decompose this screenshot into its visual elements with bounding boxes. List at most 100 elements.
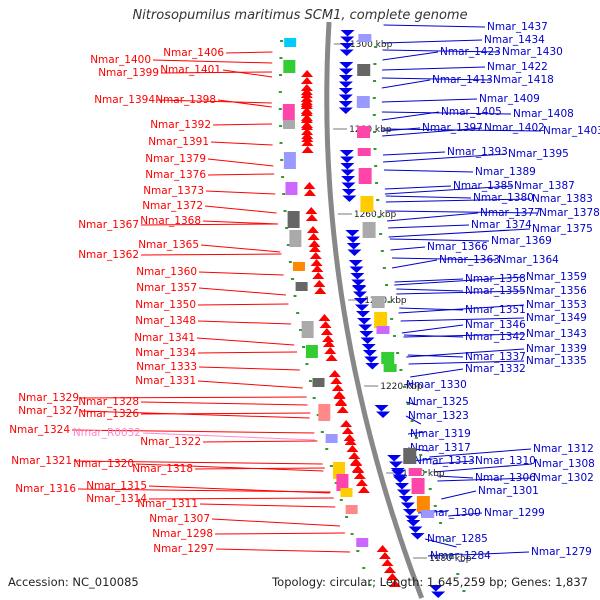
gene-arrow-reverse: [428, 585, 443, 592]
gene-arrow-reverse: [338, 101, 353, 108]
gene-arrow-forward: [301, 128, 314, 135]
accession-text: Accession: NC_010085: [8, 575, 139, 589]
left-label-connector: [197, 380, 303, 389]
right-label-connector: [384, 185, 452, 190]
gene-label-left: Nmar_1365: [138, 239, 199, 251]
right-label-connector: [408, 360, 525, 365]
minor-tick-left: [278, 108, 282, 110]
gene-box: [358, 34, 372, 42]
gene-arrow-reverse: [361, 344, 376, 351]
gene-arrow-forward: [314, 287, 327, 294]
gene-label-right: Nmar_1353: [526, 299, 587, 311]
left-label-connector: [210, 141, 273, 146]
minor-tick-right: [406, 403, 410, 405]
gene-arrow-reverse: [406, 520, 421, 527]
gene-arrow-reverse: [347, 249, 362, 256]
minor-tick-left: [280, 159, 284, 161]
gene-label-left: Nmar_1326: [78, 408, 139, 420]
gene-label-left: Nmar_1311: [137, 498, 198, 510]
gene-box: [282, 104, 295, 121]
gene-arrow-reverse: [345, 230, 360, 237]
minor-tick-left: [281, 176, 285, 178]
gene-arrow-reverse: [395, 483, 410, 490]
gene-box: [411, 478, 425, 494]
gene-label-right: Nmar_1339: [526, 343, 587, 355]
minor-tick-left: [339, 499, 343, 501]
left-label-connector: [198, 366, 300, 371]
minor-tick-left: [362, 567, 366, 569]
gene-label-right: Nmar_1300: [420, 507, 481, 519]
gene-label-right: Nmar_1335: [526, 355, 587, 367]
gene-label-left: Nmar_1298: [152, 528, 213, 540]
gene-arrow-reverse: [398, 496, 413, 503]
gene-arrow-reverse: [387, 455, 402, 462]
gene-box: [301, 321, 314, 338]
minor-tick-left: [278, 91, 282, 93]
left-label-connector: [140, 412, 311, 415]
gene-arrow-reverse: [357, 318, 372, 325]
gene-label-right: Nmar_1332: [465, 363, 526, 375]
gene-label-right: Nmar_1405: [441, 106, 502, 118]
gene-label-left: Nmar_1334: [135, 347, 196, 359]
gene-label-left: Nmar_1321: [11, 455, 72, 467]
gene-label-right: Nmar_1395: [508, 148, 569, 160]
minor-tick-left: [279, 125, 283, 127]
gene-arrow-forward: [328, 370, 341, 377]
right-label-connector: [461, 551, 530, 556]
left-label-connector: [198, 271, 284, 276]
left-label-connector: [207, 158, 274, 167]
gene-arrow-reverse: [359, 331, 374, 338]
gene-label-right: Nmar_1301: [478, 485, 539, 497]
right-label-connector: [381, 111, 440, 121]
right-label-connector: [400, 317, 525, 322]
gene-arrow-reverse: [362, 350, 377, 357]
right-label-connector: [427, 553, 463, 557]
minor-tick-left: [279, 57, 283, 59]
minor-tick-right: [428, 488, 432, 490]
left-label-connector: [140, 253, 282, 256]
kbp-label: 1180 kbp: [429, 554, 472, 564]
gene-label-left: Nmar_1372: [142, 200, 203, 212]
gene-box: [408, 468, 422, 476]
gene-label-right: Nmar_1342: [465, 331, 526, 343]
gene-arrow-forward: [300, 100, 313, 107]
gene-label-right: Nmar_1366: [427, 241, 488, 253]
gene-arrow-forward: [381, 559, 394, 566]
gene-label-left: Nmar_1406: [163, 47, 224, 59]
gene-label-right: Nmar_1337: [465, 351, 526, 363]
right-label-connector: [382, 127, 483, 137]
right-label-connector: [392, 257, 497, 261]
right-label-connector: [381, 77, 492, 81]
gene-label-right: Nmar_1346: [465, 319, 526, 331]
left-label-connector: [196, 337, 295, 346]
minor-tick-right: [385, 284, 389, 286]
gene-arrow-reverse: [355, 311, 370, 318]
right-label-connector: [385, 195, 472, 199]
gene-arrow-forward: [376, 545, 389, 552]
minor-tick-right: [376, 199, 380, 201]
gene-arrow-forward: [324, 347, 337, 354]
gene-label-left: Nmar_1373: [143, 185, 204, 197]
gene-box: [282, 120, 295, 129]
gene-box: [292, 262, 305, 271]
gene-arrow-reverse: [396, 489, 411, 496]
gene-arrow-reverse: [374, 405, 389, 412]
gene-arrow-forward: [301, 132, 314, 139]
right-label-connector: [403, 382, 414, 386]
gene-box: [345, 505, 358, 514]
gene-arrow-forward: [300, 88, 313, 95]
minor-tick-right: [390, 318, 394, 320]
minor-tick-right: [372, 114, 376, 116]
left-label-connector: [207, 173, 275, 176]
gene-arrow-reverse: [346, 236, 361, 243]
left-label-connector: [197, 351, 298, 354]
right-label-connector: [433, 463, 533, 473]
left-label-connector: [135, 463, 324, 472]
gene-label-left: Nmar_1329: [18, 392, 79, 404]
gene-label-right: Nmar_1363: [439, 254, 500, 266]
gene-box: [374, 312, 388, 328]
gene-label-left: Nmar_1324: [9, 424, 70, 436]
minor-tick-right: [399, 369, 403, 371]
gene-box: [357, 64, 371, 76]
gene-arrow-reverse: [365, 363, 380, 370]
